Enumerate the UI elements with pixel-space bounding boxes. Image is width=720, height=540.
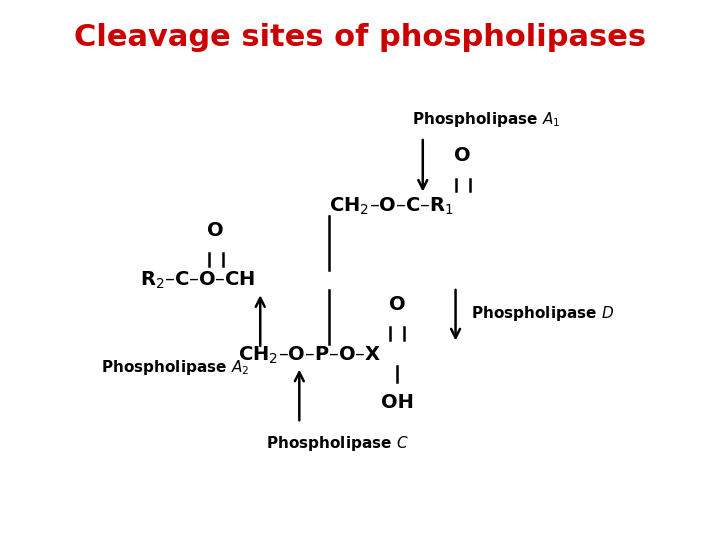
Text: OH: OH xyxy=(381,393,413,413)
Text: Phospholipase $A_2$: Phospholipase $A_2$ xyxy=(102,357,250,377)
Text: O: O xyxy=(389,295,405,314)
Text: Phospholipase $D$: Phospholipase $D$ xyxy=(471,304,614,323)
Text: Phospholipase $C$: Phospholipase $C$ xyxy=(266,434,409,453)
Text: R$_2$–C–O–CH: R$_2$–C–O–CH xyxy=(140,270,256,291)
Text: O: O xyxy=(207,221,224,240)
Text: Cleavage sites of phospholipases: Cleavage sites of phospholipases xyxy=(74,23,646,52)
Text: O: O xyxy=(454,146,471,165)
Text: CH$_2$–O–C–R$_1$: CH$_2$–O–C–R$_1$ xyxy=(328,195,454,217)
Text: Phospholipase $A_1$: Phospholipase $A_1$ xyxy=(413,110,561,129)
Text: CH$_2$–O–P–O–X: CH$_2$–O–P–O–X xyxy=(238,345,381,366)
